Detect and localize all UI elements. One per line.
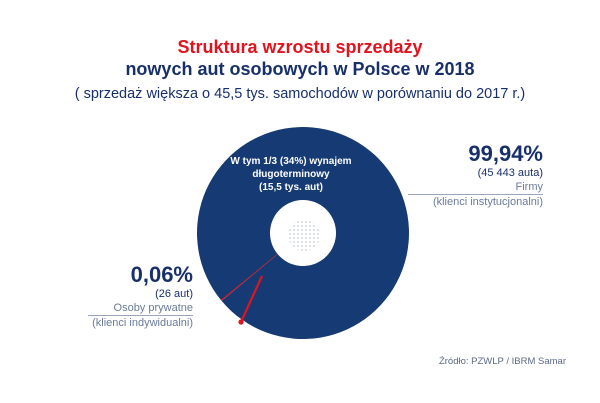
percent-osoby: 0,06% bbox=[130, 262, 193, 287]
annotation-line3: (15,5 tys. aut) bbox=[259, 182, 323, 193]
divider-osoby bbox=[88, 315, 193, 316]
chart-title-line2: nowych aut osobowych w Polsce w 2018 bbox=[125, 59, 475, 79]
title-block: Struktura wzrostu sprzedaży nowych aut o… bbox=[0, 36, 600, 102]
percent-firmy: 99,94% bbox=[468, 141, 543, 166]
desc-osoby: Osoby prywatne bbox=[113, 302, 193, 314]
desc-osoby-sub: (klienci indywidualni) bbox=[92, 317, 193, 329]
label-firmy: 99,94% (45 443 auta) Firmy (klienci inst… bbox=[408, 142, 543, 209]
annotation-line2: długoterminowy bbox=[252, 169, 330, 180]
logo-texture bbox=[288, 219, 320, 251]
label-osoby: 0,06% (26 aut) Osoby prywatne (klienci i… bbox=[88, 263, 193, 330]
slice-osoby bbox=[220, 253, 278, 301]
pointer-line-private bbox=[239, 275, 264, 323]
divider-firmy bbox=[408, 194, 543, 195]
chart-subtitle: ( sprzedaż większa o 45,5 tys. samochodó… bbox=[74, 86, 526, 102]
pointer-dot-private bbox=[238, 319, 244, 325]
chart-title-line1: Struktura wzrostu sprzedaży bbox=[177, 37, 423, 57]
annotation-line1: W tym 1/3 (34%) wynajem bbox=[230, 156, 352, 167]
leasing-annotation: W tym 1/3 (34%) wynajem długoterminowy (… bbox=[208, 155, 374, 194]
desc-firmy: Firmy bbox=[515, 181, 544, 193]
count-firmy: (45 443 auta) bbox=[477, 167, 543, 179]
count-osoby: (26 aut) bbox=[155, 288, 193, 300]
source-note: Źródło: PZWLP / IBRM Samar bbox=[438, 356, 566, 367]
desc-firmy-sub: (klienci instytucjonalni) bbox=[432, 196, 543, 208]
slice-firmy bbox=[196, 126, 409, 339]
